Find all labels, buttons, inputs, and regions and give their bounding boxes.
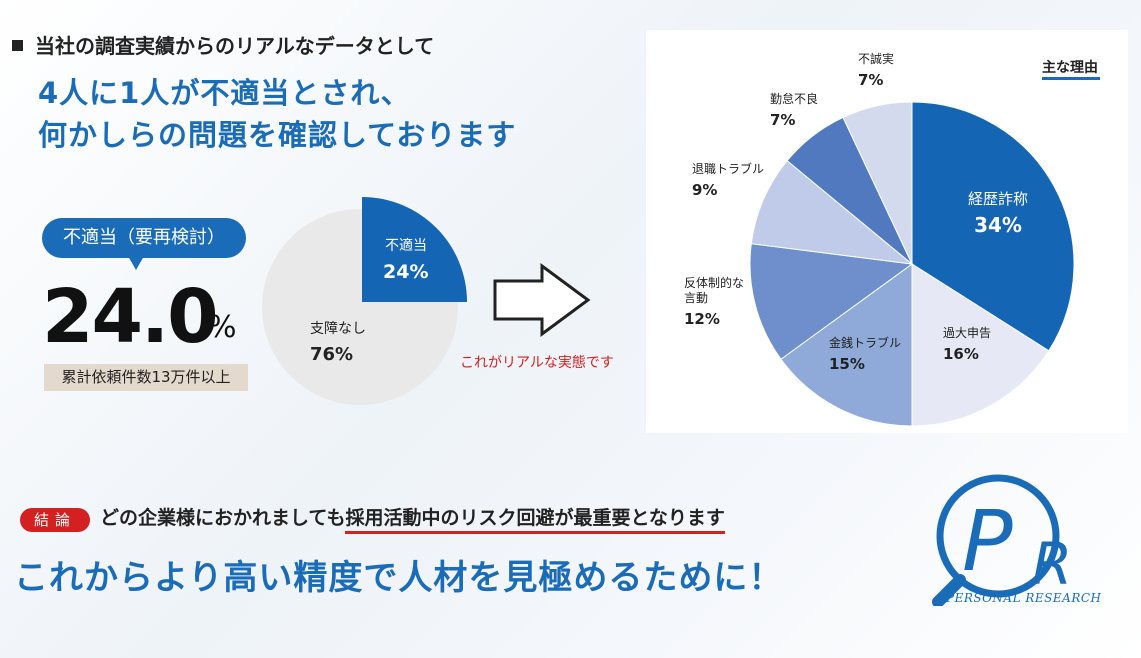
personal-research-logo: P R (932, 474, 1072, 606)
slice-label-ok: 支障なし (310, 321, 366, 337)
reason-value-1: 34% (974, 213, 1022, 237)
square-bullet-icon (12, 40, 23, 51)
logo-letter-r: R (1032, 530, 1072, 598)
conclusion-prefix: どの企業様におかれましても (100, 507, 346, 529)
reason-label-5: 退職トラブル (692, 161, 764, 176)
bubble-tail (128, 256, 144, 270)
big-percentage-value: 24.0 (42, 274, 219, 360)
pie-slice-reason-1 (911, 101, 1075, 352)
speech-bubble-label: 不適当（要再検討） (42, 218, 246, 258)
reason-value-3: 15% (829, 355, 865, 373)
reason-label-4-line-1: 反体制的な (684, 275, 744, 290)
reason-label-4-line-2: 言動 (684, 291, 708, 305)
intro-line: 当社の調査実績からのリアルなデータとして (12, 30, 434, 59)
pie-slice-reason-3 (780, 263, 913, 427)
reason-label-3: 金銭トラブル (829, 335, 901, 350)
pie-slice-reason-5 (750, 160, 914, 265)
reason-label-2: 過大申告 (943, 326, 991, 340)
headline-line-2: 何かしらの問題を確認しております (38, 118, 517, 152)
final-message: これからより高い精度で人材を見極めるために！ (14, 558, 784, 598)
pie-slice-unfit (362, 197, 467, 302)
conclusion-badge: 結論 (20, 508, 90, 532)
logo-letter-p: P (962, 492, 1013, 590)
slice-label-unfit: 不適当 (385, 237, 427, 254)
headline: 4人に1人が不適当とされ、 何かしらの問題を確認しております (38, 72, 516, 156)
reality-note: これがリアルな実態です (460, 355, 614, 371)
reason-label-6: 勤怠不良 (770, 91, 818, 106)
reason-value-6: 7% (770, 111, 795, 129)
reason-value-5: 9% (692, 181, 717, 199)
pie-slice-reason-7 (842, 101, 913, 265)
slice-value-ok: 76% (310, 344, 353, 365)
cumulative-requests-caption: 累計依頼件数13万件以上 (44, 364, 248, 391)
slice-value-unfit: 24% (383, 261, 428, 283)
conclusion-text: どの企業様におかれましても採用活動中のリスク回避が最重要となります (100, 503, 725, 534)
pie-slice-reason-2 (911, 263, 1050, 427)
intro-text: 当社の調査実績からのリアルなデータとして (35, 34, 435, 58)
reason-label-7: 不誠実 (858, 51, 894, 66)
headline-line-1: 4人に1人が不適当とされ、 (38, 76, 411, 110)
big-percentage-unit: % (208, 310, 237, 345)
reasons-legend-title: 主な理由 (1042, 60, 1098, 76)
legend-underline (1042, 77, 1100, 80)
pie-slice-reason-4 (749, 243, 914, 360)
reason-value-7: 7% (858, 71, 883, 89)
reason-value-2: 16% (943, 345, 979, 363)
arrow-right-icon (493, 263, 591, 337)
reason-value-4: 12% (684, 310, 720, 328)
reason-label-1: 経歴詐称 (968, 190, 1028, 208)
conclusion-highlight: 採用活動中のリスク回避が最重要となります (345, 507, 725, 534)
logo-text: PERSONAL RESEARCH (946, 591, 1102, 605)
small-pie-chart: 不適当 24% 支障なし 76% (262, 197, 467, 405)
